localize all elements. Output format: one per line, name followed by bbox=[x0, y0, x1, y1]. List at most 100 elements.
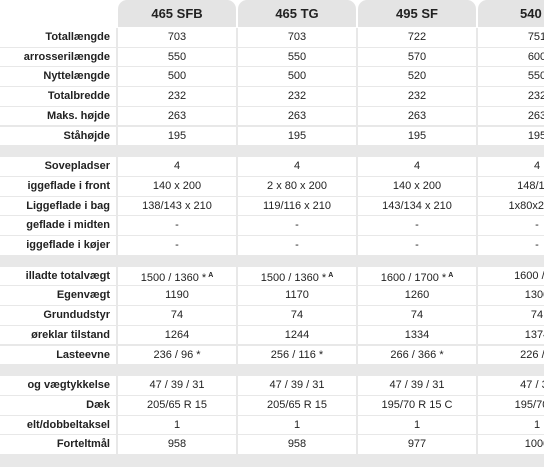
value-cell: 148/126 bbox=[478, 176, 544, 196]
value-cell: 1264 bbox=[118, 325, 236, 345]
value-cell: 205/65 R 15 bbox=[118, 395, 236, 415]
value-text: 1500 / 1360 * bbox=[140, 271, 207, 284]
value-cell: - bbox=[478, 236, 544, 255]
value-cell: - bbox=[238, 216, 356, 235]
row-label: Maks. højde bbox=[0, 106, 116, 126]
value-text: 1500 / 1360 * bbox=[260, 271, 327, 284]
value-cell: 236 / 96 * bbox=[118, 345, 236, 365]
column-header: 540 S bbox=[478, 0, 544, 27]
value-cell: 1500 / 1360 * A bbox=[238, 266, 356, 286]
row-label: Ståhøjde bbox=[0, 126, 116, 146]
column-header: 495 SF bbox=[358, 0, 476, 27]
value-cell: 47 / 39 / 31 bbox=[358, 376, 476, 395]
value-cell: 1300 bbox=[478, 286, 544, 306]
value-cell: 140 x 200 bbox=[118, 176, 236, 196]
value-cell: 1x80x200/1 bbox=[478, 196, 544, 216]
value-cell: 119/116 x 210 bbox=[238, 196, 356, 216]
row-label: Dæk bbox=[0, 395, 116, 415]
value-cell: 195 bbox=[118, 126, 236, 146]
footnote-mark: A bbox=[448, 271, 454, 279]
value-cell: 263 bbox=[238, 106, 356, 126]
row-label: øreklar tilstand bbox=[0, 325, 116, 345]
value-cell: 958 bbox=[118, 435, 236, 454]
value-cell: 600 bbox=[478, 47, 544, 67]
value-cell: 232 bbox=[118, 87, 236, 106]
value-cell: 958 bbox=[238, 435, 356, 454]
value-cell: 256 / 116 * bbox=[238, 345, 356, 365]
value-cell: - bbox=[358, 216, 476, 235]
value-cell: - bbox=[238, 236, 356, 255]
value-cell: 1334 bbox=[358, 325, 476, 345]
value-cell: 4 bbox=[118, 157, 236, 176]
value-cell: 722 bbox=[358, 28, 476, 47]
value-cell: 703 bbox=[238, 28, 356, 47]
row-label: iggeflade i køjer bbox=[0, 236, 116, 255]
row-label: Totalbredde bbox=[0, 87, 116, 106]
value-cell: 195 bbox=[478, 126, 544, 146]
value-cell: 74 bbox=[478, 306, 544, 325]
value-cell: 500 bbox=[118, 67, 236, 87]
row-label: Liggeflade i bag bbox=[0, 196, 116, 216]
value-cell: 47 / 39 / 31 bbox=[238, 376, 356, 395]
value-cell: 1244 bbox=[238, 325, 356, 345]
value-cell: 74 bbox=[358, 306, 476, 325]
value-cell: 4 bbox=[478, 157, 544, 176]
row-label: og vægtykkelse bbox=[0, 376, 116, 395]
value-cell: - bbox=[478, 216, 544, 235]
value-cell: 205/65 R 15 bbox=[238, 395, 356, 415]
value-cell: 1 bbox=[238, 415, 356, 435]
value-cell: 1000 bbox=[478, 435, 544, 454]
value-cell: 1170 bbox=[238, 286, 356, 306]
value-cell: 263 bbox=[358, 106, 476, 126]
row-label: elt/dobbeltaksel bbox=[0, 415, 116, 435]
row-label: Nyttelængde bbox=[0, 67, 116, 87]
value-cell: 195 bbox=[358, 126, 476, 146]
value-cell: 520 bbox=[358, 67, 476, 87]
value-cell: 751 bbox=[478, 28, 544, 47]
value-cell: 1260 bbox=[358, 286, 476, 306]
value-cell: 1500 / 1360 * A bbox=[118, 266, 236, 286]
value-cell: 4 bbox=[358, 157, 476, 176]
value-cell: 570 bbox=[358, 47, 476, 67]
value-cell: - bbox=[118, 236, 236, 255]
row-label: iggeflade i front bbox=[0, 176, 116, 196]
value-cell: 550 bbox=[118, 47, 236, 67]
value-cell: 195 bbox=[238, 126, 356, 146]
value-cell: - bbox=[358, 236, 476, 255]
value-cell: 140 x 200 bbox=[358, 176, 476, 196]
value-cell: 1600 / 1700 * A bbox=[358, 266, 476, 286]
value-cell: 47 / 39 bbox=[478, 376, 544, 395]
row-label: geflade i midten bbox=[0, 216, 116, 235]
value-cell: 1190 bbox=[118, 286, 236, 306]
value-cell: 195/70 R 15 C bbox=[358, 395, 476, 415]
value-cell: 550 bbox=[478, 67, 544, 87]
value-cell: 143/134 x 210 bbox=[358, 196, 476, 216]
value-cell: 1 bbox=[358, 415, 476, 435]
value-cell: 2 x 80 x 200 bbox=[238, 176, 356, 196]
value-cell: 232 bbox=[358, 87, 476, 106]
row-label: Egenvægt bbox=[0, 286, 116, 306]
value-cell: 4 bbox=[238, 157, 356, 176]
value-cell: 138/143 x 210 bbox=[118, 196, 236, 216]
row-label: Forteltmål bbox=[0, 435, 116, 454]
value-cell: 1 bbox=[478, 415, 544, 435]
footnote-mark: A bbox=[328, 271, 334, 279]
row-label: illadte totalvægt bbox=[0, 266, 116, 286]
value-cell: - bbox=[118, 216, 236, 235]
row-label: Lasteevne bbox=[0, 345, 116, 365]
value-cell: 74 bbox=[238, 306, 356, 325]
value-cell: 550 bbox=[238, 47, 356, 67]
row-label: Grundudstyr bbox=[0, 306, 116, 325]
value-cell: 195/70 R bbox=[478, 395, 544, 415]
footnote-mark: A bbox=[208, 271, 214, 279]
value-text: 1600 / 1700 * bbox=[380, 271, 447, 284]
value-cell: 977 bbox=[358, 435, 476, 454]
column-header: 465 TG bbox=[238, 0, 356, 27]
value-cell: 266 / 366 * bbox=[358, 345, 476, 365]
value-cell: 1 bbox=[118, 415, 236, 435]
value-cell: 263 bbox=[478, 106, 544, 126]
value-cell: 263 bbox=[118, 106, 236, 126]
value-cell: 47 / 39 / 31 bbox=[118, 376, 236, 395]
value-cell: 500 bbox=[238, 67, 356, 87]
